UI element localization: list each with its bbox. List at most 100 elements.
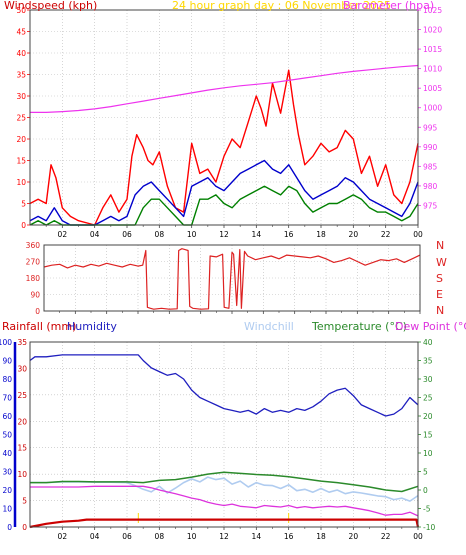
thermo-panel-frame bbox=[29, 341, 419, 528]
wind-xlabel: 06 bbox=[122, 230, 132, 239]
baro-ytick-label: 985 bbox=[423, 162, 438, 171]
temp-ytick-label: -10 bbox=[423, 523, 435, 532]
direction-label-e: E bbox=[436, 288, 443, 301]
humidity-ytick-label: 30 bbox=[2, 468, 12, 477]
thermo-xlabel: 02 bbox=[58, 532, 68, 541]
thermo-xlabel: 06 bbox=[122, 532, 132, 541]
dew-point-legend: Dew Point (°C) bbox=[395, 320, 466, 333]
humidity-ytick-label: 80 bbox=[2, 375, 12, 384]
wind-xlabel: 16 bbox=[284, 230, 294, 239]
direction-label-n-top: N bbox=[436, 239, 444, 252]
series-temperature bbox=[30, 471, 419, 493]
wind-xlabel: 22 bbox=[381, 230, 391, 239]
humidity-ytick-label: 20 bbox=[2, 486, 12, 495]
temp-ytick-label: 35 bbox=[423, 357, 433, 366]
humidity-ytick-label: 100 bbox=[0, 338, 12, 347]
baro-ytick-label: 1020 bbox=[423, 26, 442, 35]
series-rainfall bbox=[29, 518, 420, 529]
temp-ytick-label: 0 bbox=[423, 486, 428, 495]
series-barometer bbox=[30, 64, 419, 114]
baro-ytick-label: 995 bbox=[423, 123, 438, 132]
baro-ytick-label: 1015 bbox=[423, 45, 442, 54]
thermo-xlabel: 00 bbox=[413, 532, 423, 541]
humidity-ytick-label: 70 bbox=[2, 394, 12, 403]
rain-ytick-label: 10 bbox=[17, 470, 27, 479]
thermo-xlabel: 16 bbox=[284, 532, 294, 541]
wind-ytick-label: 5 bbox=[21, 200, 26, 209]
direction-ytick-label: 360 bbox=[26, 241, 41, 250]
rain-ytick-label: 15 bbox=[17, 444, 27, 453]
thermo-xlabel: 18 bbox=[316, 532, 326, 541]
series-humidity bbox=[29, 354, 419, 417]
wind-ytick-label: 45 bbox=[16, 28, 26, 37]
wind-xlabel: 14 bbox=[252, 230, 262, 239]
humidity-ytick-label: 0 bbox=[7, 523, 12, 532]
wind-ytick-label: 30 bbox=[16, 92, 26, 101]
series-average bbox=[29, 159, 419, 226]
direction-ytick-label: 0 bbox=[35, 307, 40, 316]
thermo-xlabel: 22 bbox=[381, 532, 391, 541]
baro-ytick-label: 1000 bbox=[423, 104, 442, 113]
wind-xlabel: 04 bbox=[90, 230, 100, 239]
wind-xlabel: 00 bbox=[413, 230, 423, 239]
thermo-xlabel: 08 bbox=[155, 532, 165, 541]
wind-ytick-label: 10 bbox=[16, 178, 26, 187]
humidity-ytick-label: 10 bbox=[2, 505, 12, 514]
series-windchill bbox=[30, 476, 419, 502]
wind-ytick-label: 40 bbox=[16, 49, 26, 58]
direction-label-w: W bbox=[436, 256, 447, 269]
temp-ytick-label: 10 bbox=[423, 449, 433, 458]
wind-ytick-label: 15 bbox=[16, 157, 26, 166]
temp-ytick-label: 25 bbox=[423, 394, 433, 403]
baro-ytick-label: 1010 bbox=[423, 65, 442, 74]
rainfall-axis-label: Rainfall (mm) bbox=[2, 320, 76, 333]
thermo-xlabel: 04 bbox=[90, 532, 100, 541]
wind-ytick-label: 0 bbox=[21, 221, 26, 230]
rain-ytick-label: 30 bbox=[17, 364, 27, 373]
series-layer bbox=[29, 64, 421, 529]
baro-ytick-label: 1005 bbox=[423, 84, 442, 93]
baro-ytick-label: 990 bbox=[423, 143, 438, 152]
series-dew_point bbox=[30, 485, 419, 517]
windspeed-axis-label: Windspeed (kph) bbox=[4, 0, 97, 12]
baro-ytick-label: 980 bbox=[423, 182, 438, 191]
humidity-axis-label: Humidity bbox=[67, 320, 117, 333]
wind-ytick-label: 20 bbox=[16, 135, 26, 144]
wind-xlabel: 02 bbox=[58, 230, 68, 239]
wind-xlabel: 08 bbox=[155, 230, 165, 239]
humidity-ytick-label: 90 bbox=[2, 357, 12, 366]
rain-ytick-label: 35 bbox=[17, 338, 27, 347]
direction-panel-frame bbox=[43, 244, 421, 312]
temperature-legend: Temperature (°C) bbox=[311, 320, 407, 333]
temp-ytick-label: -5 bbox=[423, 505, 431, 514]
direction-ytick-label: 90 bbox=[30, 291, 40, 300]
direction-ytick-label: 180 bbox=[26, 274, 41, 283]
direction-ytick-label: 270 bbox=[26, 258, 41, 267]
series-wind_direction bbox=[43, 248, 421, 310]
rain-ytick-label: 20 bbox=[17, 417, 27, 426]
barometer-axis-label: Barometer (hpa) bbox=[343, 0, 434, 12]
thermo-xlabel: 14 bbox=[252, 532, 262, 541]
thermo-xlabel: 10 bbox=[187, 532, 197, 541]
direction-label-s: S bbox=[436, 272, 443, 285]
wind-panel-frame bbox=[29, 9, 419, 226]
humidity-ytick-label: 50 bbox=[2, 431, 12, 440]
rain-ytick-label: 25 bbox=[17, 391, 27, 400]
axis-layer: 0510152025303540455097598098599099510001… bbox=[0, 6, 442, 541]
wind-ytick-label: 35 bbox=[16, 71, 26, 80]
wind-xlabel: 10 bbox=[187, 230, 197, 239]
temp-ytick-label: 30 bbox=[423, 375, 433, 384]
temp-ytick-label: 15 bbox=[423, 431, 433, 440]
humidity-ytick-label: 60 bbox=[2, 412, 12, 421]
thermo-xlabel: 12 bbox=[219, 532, 229, 541]
rain-ytick-label: 5 bbox=[22, 497, 27, 506]
temp-ytick-label: 20 bbox=[423, 412, 433, 421]
temp-ytick-label: 40 bbox=[423, 338, 433, 347]
temp-ytick-label: 5 bbox=[423, 468, 428, 477]
graph-title: 24 hour graph day : 06 November 2025 bbox=[172, 0, 391, 12]
wind-xlabel: 18 bbox=[316, 230, 326, 239]
wind-ytick-label: 50 bbox=[16, 6, 26, 15]
humidity-ytick-label: 40 bbox=[2, 449, 12, 458]
